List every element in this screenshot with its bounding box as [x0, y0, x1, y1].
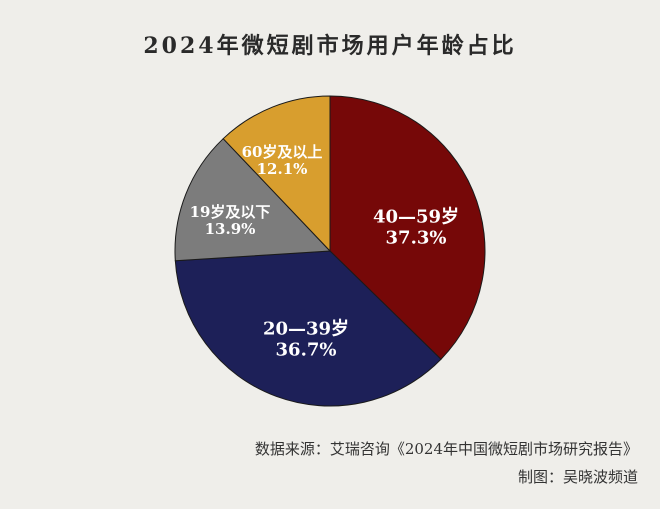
slice-value: 12.1%	[256, 160, 308, 178]
slice-value: 36.7%	[275, 339, 337, 360]
pie-slice-1	[174, 250, 442, 407]
slice-label-19-under: 19岁及以下 13.9%	[189, 202, 271, 239]
slice-label-60-over: 60岁及以上 12.1%	[241, 142, 323, 179]
chart-title: 2024年微短剧市场用户年龄占比	[143, 33, 517, 59]
slice-label-20-39: 20—39岁 36.7%	[263, 319, 349, 360]
pie-slice-3	[222, 95, 331, 253]
slice-name: 19岁及以下	[189, 202, 271, 221]
slice-label-40-59: 40—59岁 37.3%	[373, 207, 459, 248]
source-note: 数据来源：艾瑞咨询《2024年中国微短剧市场研究报告》	[254, 440, 638, 458]
pie-slice-2	[174, 137, 332, 262]
slice-value: 37.3%	[385, 227, 447, 248]
credit-note: 制图：吴晓波频道	[517, 468, 638, 486]
slice-value: 13.9%	[204, 220, 256, 238]
slice-name: 20—39岁	[262, 318, 350, 340]
slice-name: 40—59岁	[372, 206, 460, 228]
slice-name: 60岁及以上	[241, 142, 323, 161]
pie-slice-0	[329, 95, 486, 360]
